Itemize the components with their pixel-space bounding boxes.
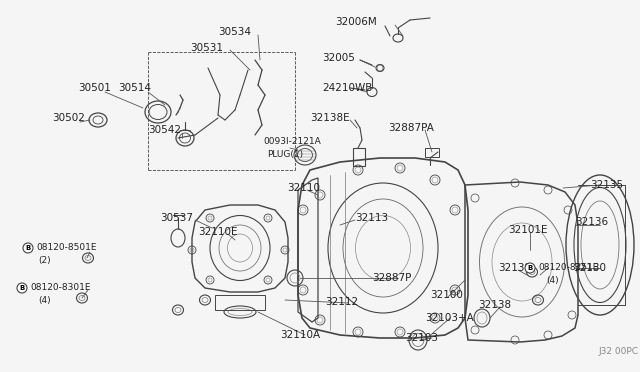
Text: 30531: 30531 xyxy=(190,43,223,53)
Text: 32887P: 32887P xyxy=(372,273,412,283)
Text: 32006M: 32006M xyxy=(335,17,377,27)
Text: B: B xyxy=(26,245,31,251)
Text: 32138: 32138 xyxy=(478,300,511,310)
Text: 32136: 32136 xyxy=(575,217,608,227)
Circle shape xyxy=(17,283,27,293)
Text: 32103+A: 32103+A xyxy=(425,313,474,323)
Text: 32113: 32113 xyxy=(355,213,388,223)
Circle shape xyxy=(23,243,33,253)
Text: (4): (4) xyxy=(546,276,559,285)
Text: 30542: 30542 xyxy=(148,125,181,135)
Text: 30502: 30502 xyxy=(52,113,85,123)
Text: 32110: 32110 xyxy=(287,183,320,193)
Text: 32139: 32139 xyxy=(498,263,531,273)
Bar xyxy=(353,148,365,166)
Text: 32101E: 32101E xyxy=(508,225,547,235)
Text: 32100: 32100 xyxy=(430,290,463,300)
Text: 30514: 30514 xyxy=(118,83,151,93)
Text: (4): (4) xyxy=(38,295,51,305)
Text: 30534: 30534 xyxy=(218,27,251,37)
Text: 24210WB: 24210WB xyxy=(322,83,372,93)
Text: 32135: 32135 xyxy=(590,180,623,190)
Text: 08120-8251E: 08120-8251E xyxy=(538,263,598,273)
Text: 32112: 32112 xyxy=(325,297,358,307)
Text: 32138E: 32138E xyxy=(310,113,349,123)
Text: B: B xyxy=(19,285,24,291)
Text: J32 00PC: J32 00PC xyxy=(598,347,638,356)
Text: 0093I-2121A: 0093I-2121A xyxy=(263,138,321,147)
Text: 32110E: 32110E xyxy=(198,227,237,237)
Text: 30537: 30537 xyxy=(160,213,193,223)
Text: 32110A: 32110A xyxy=(280,330,320,340)
Text: 08120-8301E: 08120-8301E xyxy=(30,283,90,292)
Text: (2): (2) xyxy=(38,256,51,264)
Text: 08120-8501E: 08120-8501E xyxy=(36,244,97,253)
Text: B: B xyxy=(527,265,532,271)
Bar xyxy=(425,148,439,157)
Text: 32005: 32005 xyxy=(322,53,355,63)
Text: 32887PA: 32887PA xyxy=(388,123,434,133)
Text: 32103: 32103 xyxy=(405,333,438,343)
Text: 30501: 30501 xyxy=(78,83,111,93)
Text: 32130: 32130 xyxy=(573,263,606,273)
Text: PLUG(1): PLUG(1) xyxy=(267,150,303,158)
Circle shape xyxy=(525,263,535,273)
